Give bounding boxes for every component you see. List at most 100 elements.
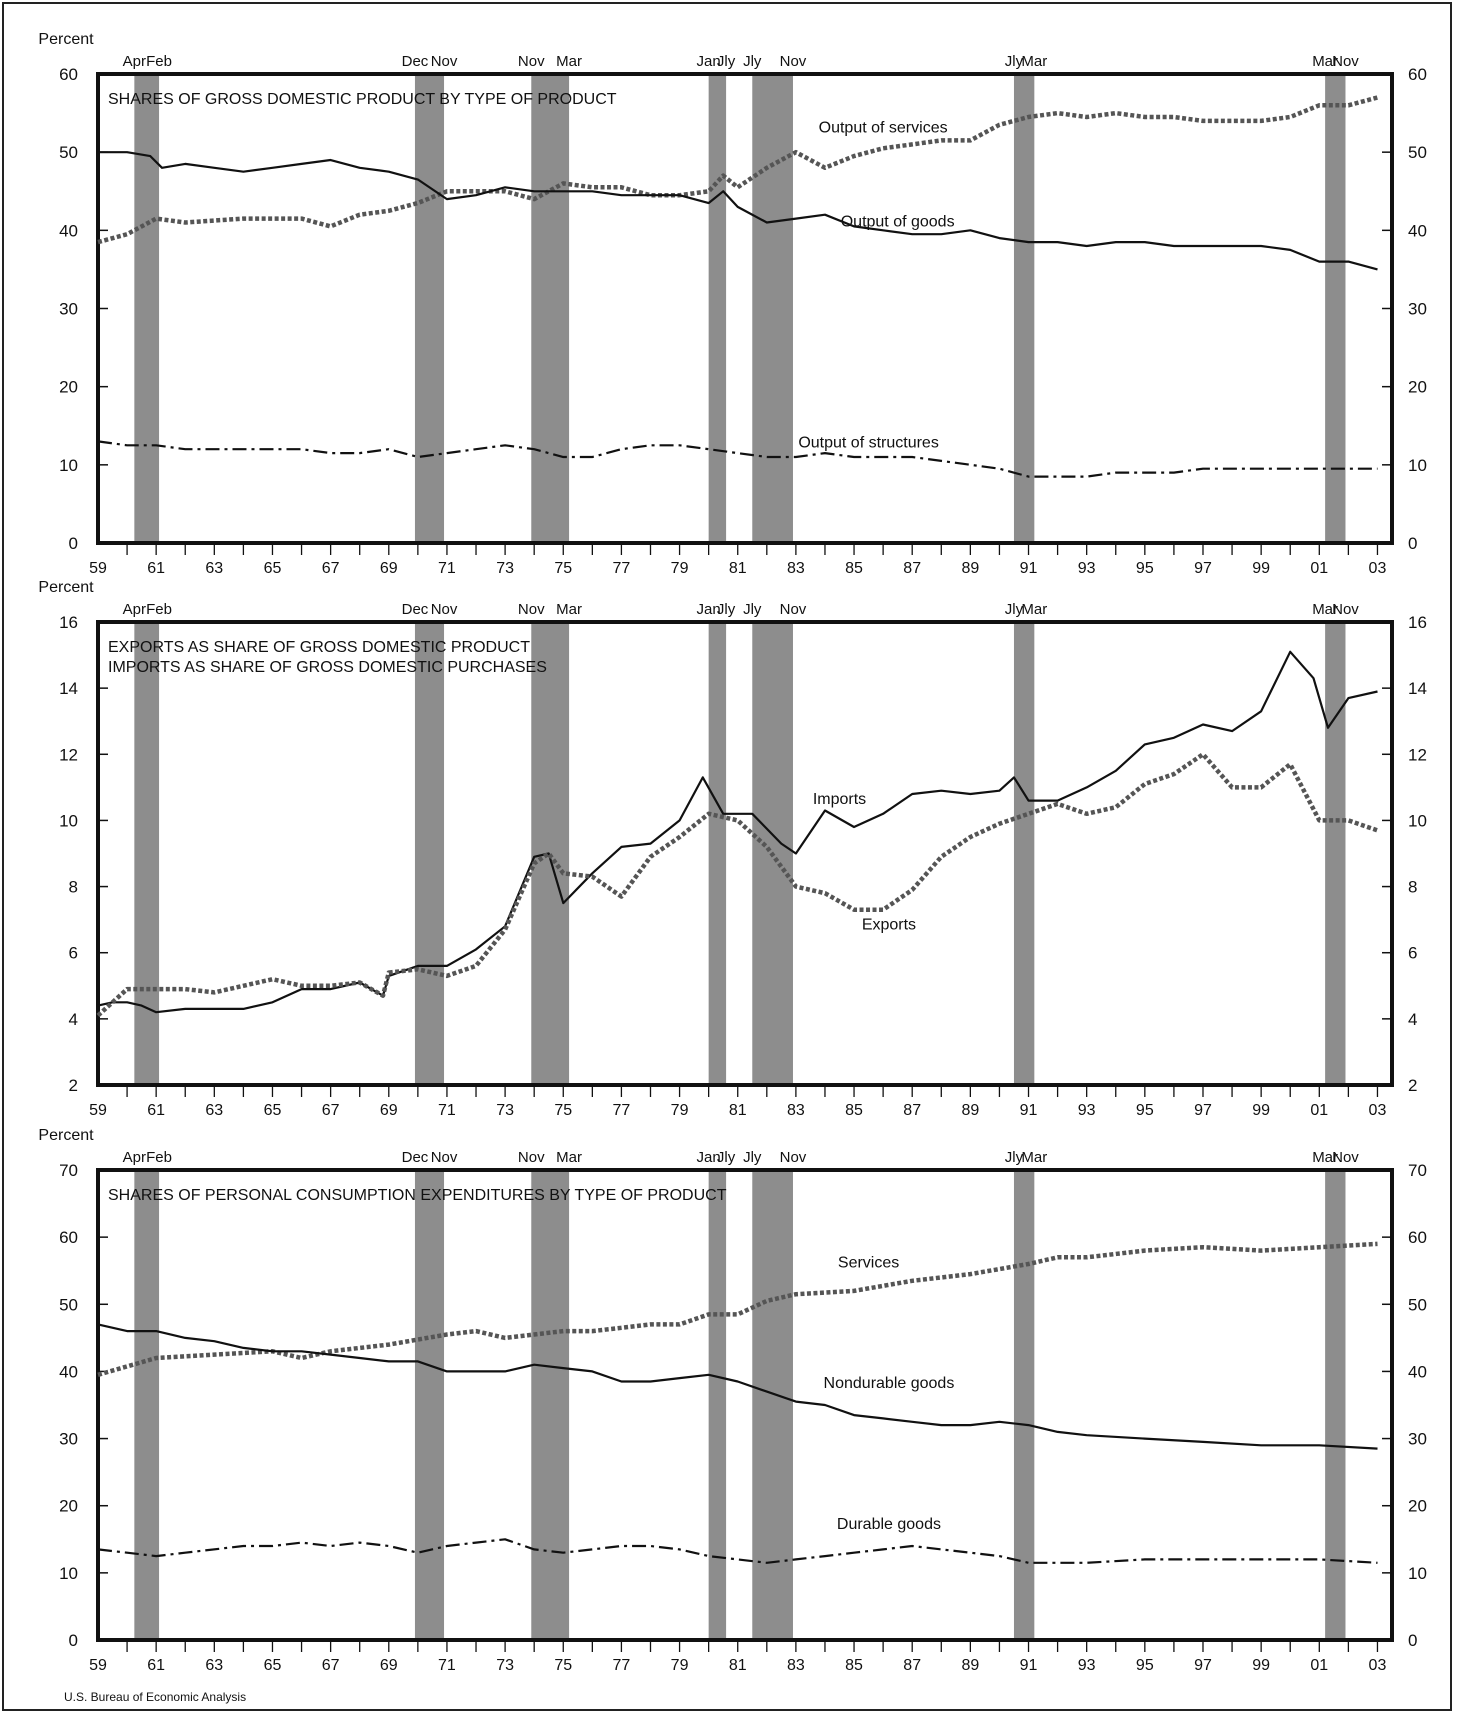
x-tick-label: 79 xyxy=(671,560,689,577)
chart-title: SHARES OF GROSS DOMESTIC PRODUCT BY TYPE… xyxy=(108,91,617,108)
x-tick-label: 75 xyxy=(554,1657,572,1674)
x-tick-label: 95 xyxy=(1136,1657,1154,1674)
x-tick-label: 83 xyxy=(787,1657,805,1674)
y-tick-label-right: 70 xyxy=(1408,1161,1427,1180)
x-tick-label: 93 xyxy=(1078,1657,1096,1674)
y-tick-label: 40 xyxy=(59,221,78,240)
y-tick-label: 4 xyxy=(69,1010,78,1029)
x-tick-label: 01 xyxy=(1310,1102,1328,1119)
recession-label: Nov xyxy=(1332,53,1359,70)
recession-band xyxy=(752,1170,793,1640)
x-tick-label: 61 xyxy=(147,560,165,577)
x-tick-label: 65 xyxy=(264,1102,282,1119)
x-tick-label: 77 xyxy=(613,1102,631,1119)
recession-band xyxy=(1013,1170,1035,1640)
x-tick-label: 71 xyxy=(438,1102,456,1119)
x-tick-label: 77 xyxy=(613,1657,631,1674)
series-annotation: Durable goods xyxy=(837,1516,941,1533)
recession-label: Jly xyxy=(717,53,736,70)
recession-band xyxy=(1325,622,1346,1085)
x-tick-label: 87 xyxy=(903,1657,921,1674)
x-tick-label: 87 xyxy=(903,560,921,577)
recession-label: Nov xyxy=(1332,1149,1359,1166)
y-tick-label: 60 xyxy=(59,1228,78,1247)
y-tick-label: 50 xyxy=(59,1295,78,1314)
x-tick-label: 59 xyxy=(89,560,107,577)
recession-band xyxy=(708,622,727,1085)
recession-label: Mar xyxy=(556,1149,582,1166)
x-tick-label: 85 xyxy=(845,1657,863,1674)
recession-label: Nov xyxy=(518,601,545,618)
y-axis-label: Percent xyxy=(38,1127,94,1144)
recession-label: Mar xyxy=(556,601,582,618)
recession-label: Jly xyxy=(743,53,762,70)
series-annotation: Output of structures xyxy=(798,435,939,452)
x-tick-label: 61 xyxy=(147,1102,165,1119)
recession-label: Nov xyxy=(518,53,545,70)
x-tick-label: 99 xyxy=(1252,1657,1270,1674)
y-tick-label: 50 xyxy=(59,143,78,162)
x-tick-label: 63 xyxy=(205,1657,223,1674)
x-tick-label: 69 xyxy=(380,560,398,577)
recession-label: Nov xyxy=(780,53,807,70)
x-tick-label: 89 xyxy=(961,1102,979,1119)
series-annotation: Services xyxy=(838,1254,899,1271)
recession-label: Dec xyxy=(402,601,429,618)
recession-band xyxy=(531,1170,570,1640)
x-tick-label: 91 xyxy=(1020,560,1038,577)
x-tick-label: 65 xyxy=(264,1657,282,1674)
x-tick-label: 67 xyxy=(322,1102,340,1119)
y-axis-label: Percent xyxy=(38,579,94,596)
y-tick-label-right: 20 xyxy=(1408,1497,1427,1516)
recession-label: Nov xyxy=(780,1149,807,1166)
recession-label: Jly xyxy=(743,601,762,618)
y-tick-label: 30 xyxy=(59,300,78,319)
x-tick-label: 89 xyxy=(961,1657,979,1674)
y-tick-label: 10 xyxy=(59,811,78,830)
recession-label: Jly xyxy=(1005,1149,1024,1166)
recession-label: Mar xyxy=(556,53,582,70)
series-annotation: Output of services xyxy=(819,120,948,137)
y-tick-label-right: 0 xyxy=(1408,534,1417,553)
recession-label: Nov xyxy=(1332,601,1359,618)
x-tick-label: 85 xyxy=(845,560,863,577)
x-tick-label: 65 xyxy=(264,560,282,577)
recession-label: Feb xyxy=(146,53,172,70)
recession-band xyxy=(134,622,160,1085)
x-tick-label: 75 xyxy=(554,560,572,577)
y-tick-label: 2 xyxy=(69,1076,78,1095)
x-tick-label: 67 xyxy=(322,560,340,577)
recession-label: Jly xyxy=(1005,53,1024,70)
chart-title: EXPORTS AS SHARE OF GROSS DOMESTIC PRODU… xyxy=(108,639,530,656)
series-line-durable-goods xyxy=(97,1538,1378,1564)
recession-label: Nov xyxy=(518,1149,545,1166)
series-annotation: Output of goods xyxy=(841,213,955,230)
x-tick-label: 77 xyxy=(613,560,631,577)
recession-band xyxy=(1013,74,1035,543)
y-tick-label: 20 xyxy=(59,378,78,397)
series-line-nondurable-goods xyxy=(97,1323,1378,1450)
plot-frame xyxy=(96,620,1394,1087)
x-tick-label: 83 xyxy=(787,1102,805,1119)
series-line-exports xyxy=(96,752,1379,1018)
recession-label: Mar xyxy=(1312,53,1338,70)
y-tick-label-right: 12 xyxy=(1408,745,1427,764)
recession-band xyxy=(134,1170,160,1640)
y-tick-label: 10 xyxy=(59,1564,78,1583)
y-tick-label: 30 xyxy=(59,1430,78,1449)
recession-label: Feb xyxy=(146,601,172,618)
y-axis-label: Percent xyxy=(38,31,94,48)
x-tick-label: 63 xyxy=(205,1102,223,1119)
x-tick-label: 81 xyxy=(729,560,747,577)
y-tick-label-right: 10 xyxy=(1408,456,1427,475)
y-tick-label: 10 xyxy=(59,456,78,475)
y-tick-label: 20 xyxy=(59,1497,78,1516)
y-tick-label: 8 xyxy=(69,878,78,897)
recession-label: Mar xyxy=(1312,1149,1338,1166)
recession-band xyxy=(414,622,445,1085)
